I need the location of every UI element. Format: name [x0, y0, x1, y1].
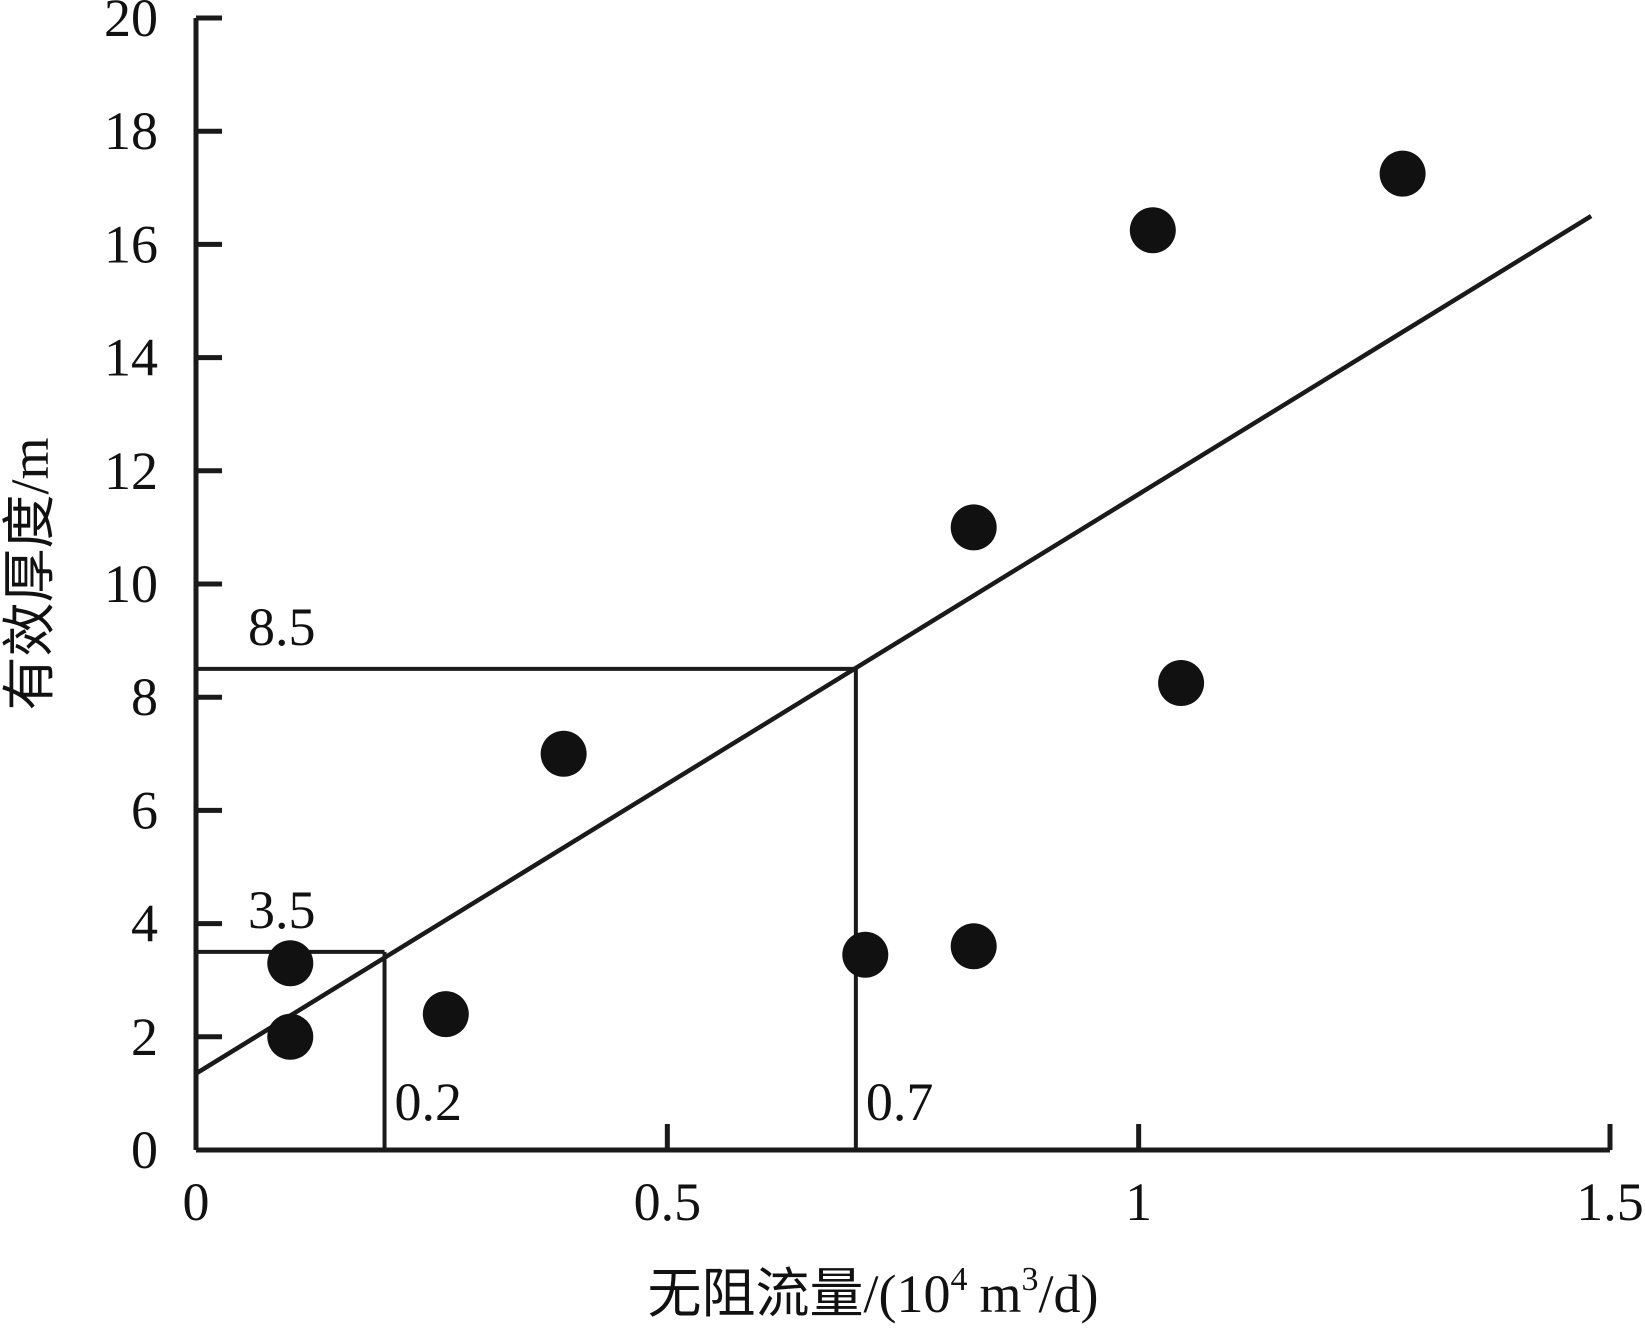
data-point [267, 1013, 314, 1060]
y-tick-label: 10 [104, 554, 158, 614]
x-axis-title-exponent-1: 4 [950, 1261, 967, 1298]
guide-x-label: 0.7 [866, 1072, 934, 1132]
y-tick-label: 4 [131, 894, 158, 954]
y-tick-label: 2 [131, 1007, 158, 1067]
y-tick-label: 6 [131, 780, 158, 840]
data-point [1158, 660, 1205, 707]
y-tick-label: 8 [131, 667, 158, 727]
data-point [950, 504, 997, 551]
guide-x-label: 0.2 [395, 1072, 463, 1132]
y-axis-title: 有效厚度/m [0, 437, 60, 710]
fit-line-layer [194, 214, 1593, 1076]
fit-line [194, 214, 1593, 1076]
x-tick-label: 0 [183, 1172, 210, 1232]
x-tick-label: 1 [1125, 1172, 1152, 1232]
guide-y-label: 8.5 [248, 597, 316, 657]
y-tick-label: 14 [104, 328, 158, 388]
y-tick-label: 18 [104, 101, 158, 161]
data-point [540, 730, 587, 777]
y-tick-label: 16 [104, 214, 158, 274]
x-axis-title: 无阻流量/(104 m3/d) [647, 1261, 1098, 1324]
x-tick-label: 1.5 [1576, 1172, 1644, 1232]
data-point [1129, 207, 1176, 254]
guide-annotations: 3.5 0.2 8.5 0.7 [248, 597, 933, 1132]
x-ticks: 0 0.5 1 1.5 [183, 1124, 1644, 1232]
data-point [950, 923, 997, 970]
y-tick-label: 20 [104, 0, 158, 48]
y-ticks: 0 2 4 6 8 10 12 14 16 18 20 [104, 0, 222, 1180]
x-axis-title-unit: m [979, 1264, 1021, 1324]
x-tick-label: 0.5 [634, 1172, 702, 1232]
x-axis-title-exponent-2: 3 [1022, 1261, 1039, 1298]
guide-y-label: 3.5 [248, 880, 316, 940]
x-axis-title-end: /d) [1039, 1264, 1099, 1324]
y-tick-label: 12 [104, 441, 158, 501]
y-tick-label: 0 [131, 1120, 158, 1180]
data-point [842, 931, 889, 978]
data-point [267, 940, 314, 987]
data-points [267, 150, 1426, 1060]
data-point [1379, 150, 1426, 197]
data-point [422, 991, 469, 1038]
